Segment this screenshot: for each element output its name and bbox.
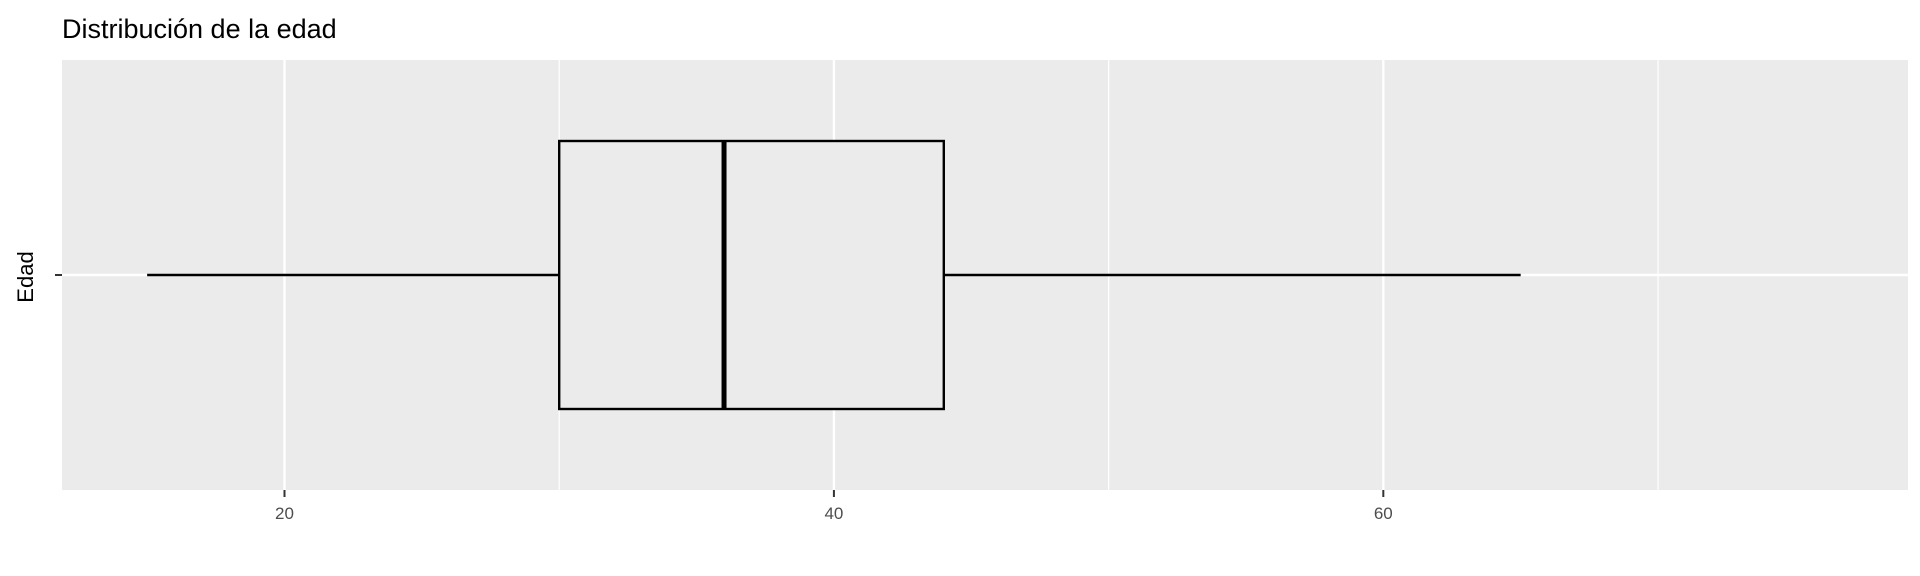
chart-title: Distribución de la edad — [62, 14, 337, 44]
x-tick-label: 40 — [824, 504, 843, 523]
x-tick-label: 60 — [1374, 504, 1393, 523]
box-and-whiskers — [147, 139, 1521, 411]
x-axis-ticks: 20 40 60 — [275, 490, 1393, 523]
interquartile-box — [558, 139, 945, 411]
y-axis-label: Edad — [13, 251, 38, 302]
x-tick-label: 20 — [275, 504, 294, 523]
